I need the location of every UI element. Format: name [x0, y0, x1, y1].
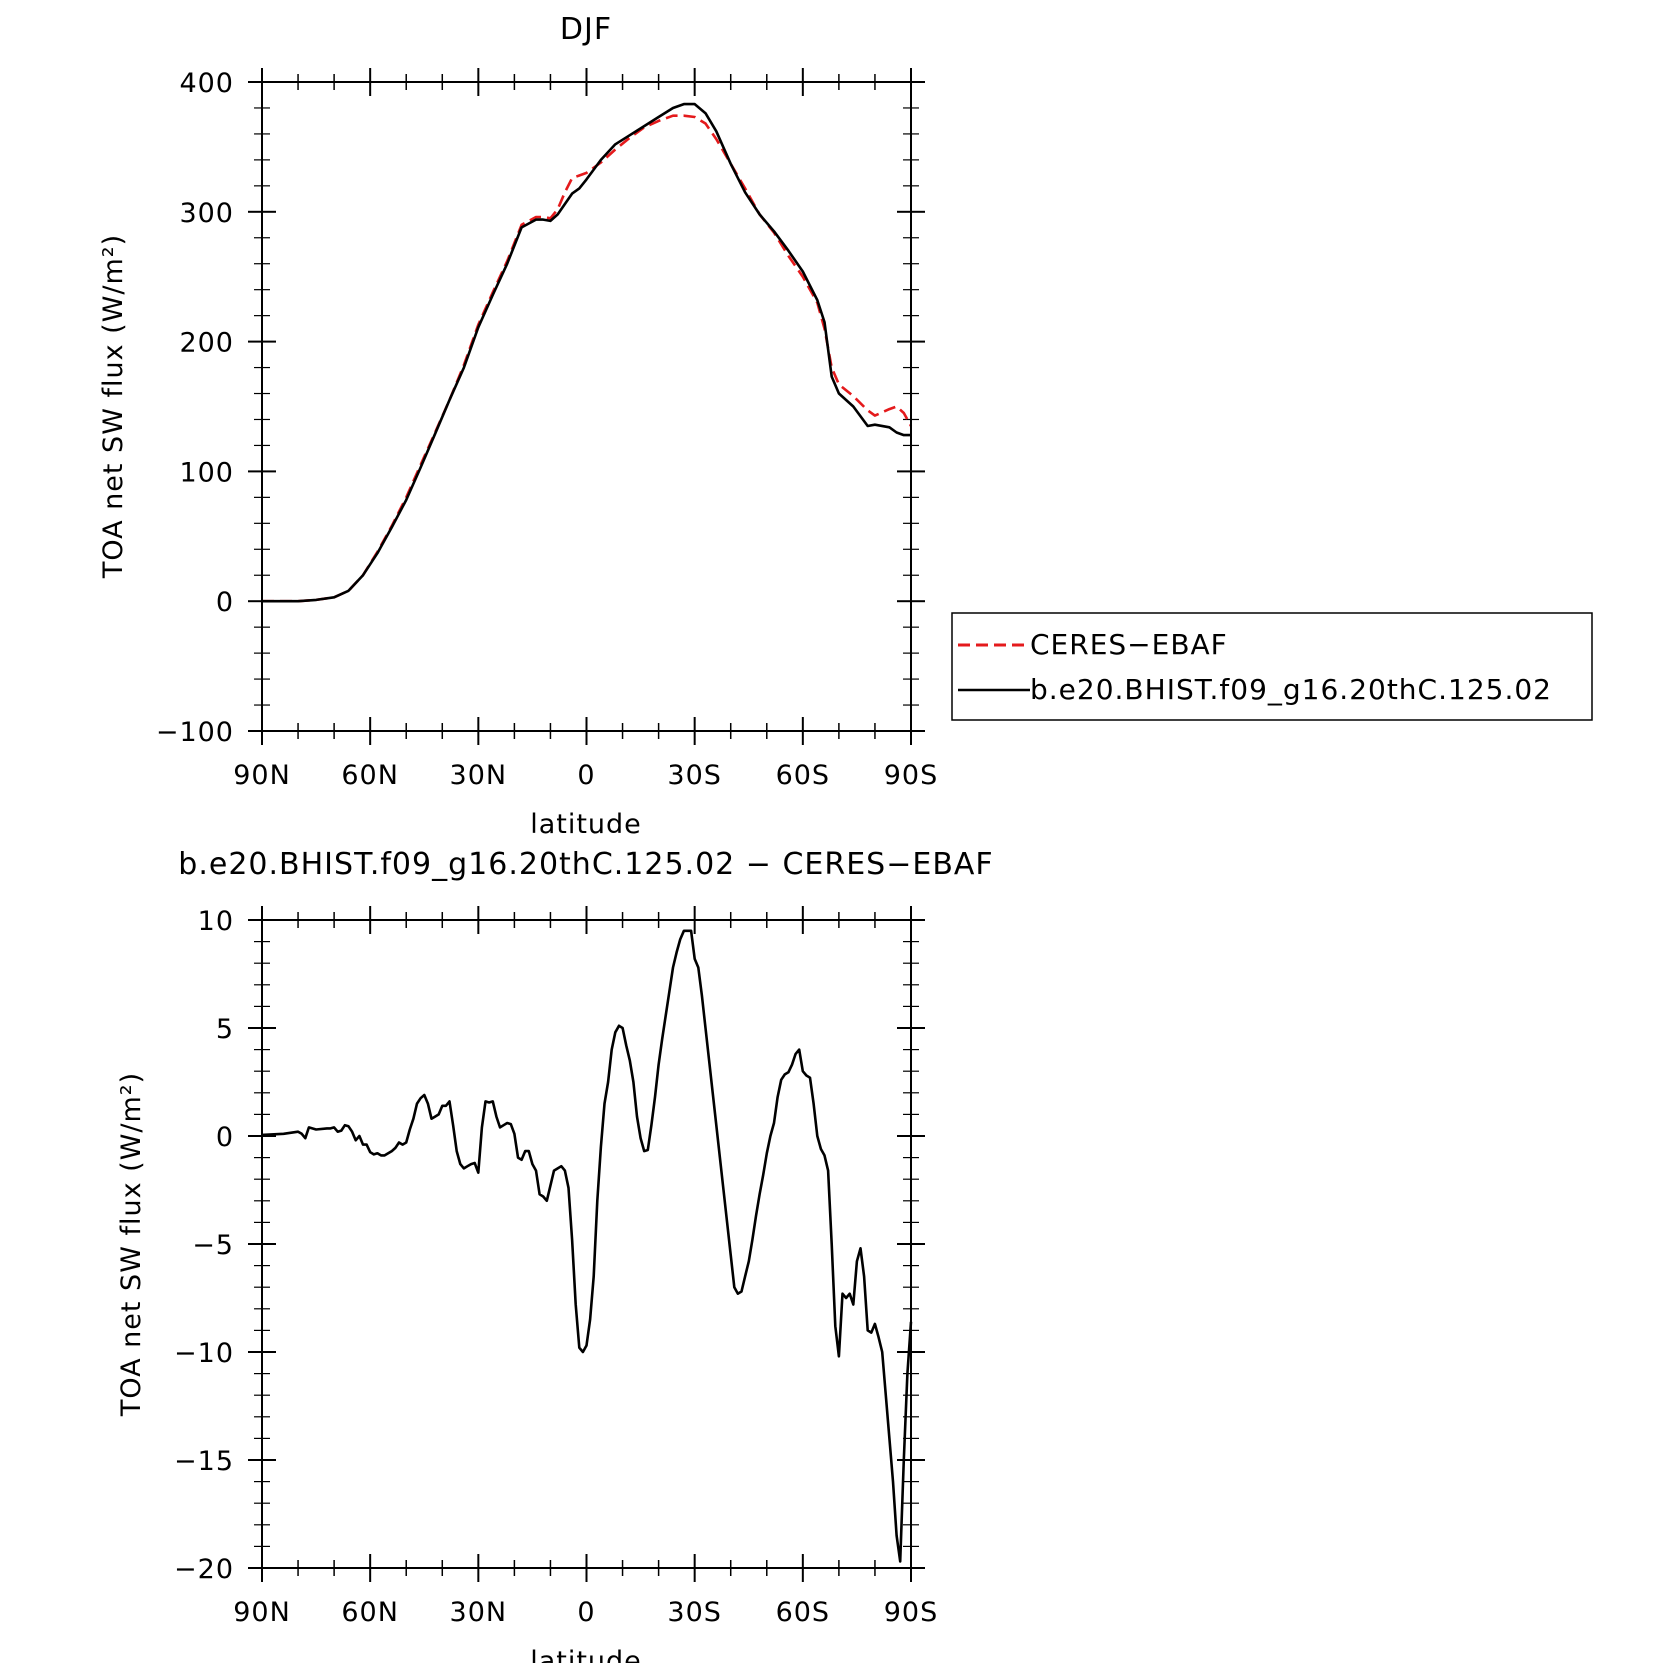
legend-ceres-label: CERES−EBAF: [1030, 628, 1228, 661]
top-x-tick-label: 60S: [776, 760, 831, 791]
top-x-tick-label: 30N: [450, 760, 508, 791]
bottom-y-tick-label: −5: [192, 1230, 234, 1261]
bottom-y-tick-label: 10: [198, 906, 234, 937]
top-y-axis-label: TOA net SW flux (W/m²): [98, 234, 129, 579]
top-x-tick-label: 30S: [667, 760, 722, 791]
bottom-panel: b.e20.BHIST.f09_g16.20thC.125.02 − CERES…: [116, 847, 993, 1663]
top-y-tick-label: 200: [179, 328, 234, 359]
top-series-line-ceres: [262, 114, 913, 603]
top-x-ticks: 90N 60N 30N 0 30S 60S 90S: [233, 68, 939, 791]
top-x-tick-label: 60N: [341, 760, 399, 791]
bottom-y-tick-label: 0: [216, 1122, 234, 1153]
top-plot-frame: [261, 81, 912, 732]
top-x-tick-label: 0: [577, 760, 595, 791]
bottom-x-tick-label: 90S: [884, 1597, 939, 1628]
legend-model-label: b.e20.BHIST.f09_g16.20thC.125.02: [1030, 673, 1552, 706]
bottom-x-ticks: 90N 60N 30N 0 30S 60S 90S: [233, 906, 939, 1628]
bottom-plot-frame: [261, 919, 912, 1569]
top-panel: DJF 90N 60N 30N 0 30S 60S 90S 400 300 200 100 0 −10…: [98, 12, 939, 840]
bottom-x-tick-label: 30S: [667, 1597, 722, 1628]
top-y-tick-label: 400: [179, 68, 234, 99]
top-x-tick-label: 90S: [884, 760, 939, 791]
top-y-tick-label: 0: [216, 587, 234, 618]
top-x-axis-label: latitude: [530, 809, 642, 840]
bottom-x-axis-label: latitude: [530, 1646, 642, 1663]
legend-box: [951, 612, 1593, 721]
legend: CERES−EBAF b.e20.BHIST.f09_g16.20thC.125…: [951, 612, 1593, 721]
top-y-tick-label: 300: [179, 198, 234, 229]
top-series-line-model: [262, 102, 911, 603]
bottom-y-ticks: 10 5 0 −5 −10 −15 −20: [174, 906, 925, 1585]
top-y-tick-label: 100: [179, 457, 234, 488]
top-y-ticks: 400 300 200 100 0 −100: [156, 68, 925, 748]
bottom-y-axis-label: TOA net SW flux (W/m²): [116, 1072, 147, 1417]
bottom-x-tick-label: 30N: [450, 1597, 508, 1628]
bottom-x-tick-label: 90N: [233, 1597, 291, 1628]
top-y-tick-label: −100: [156, 717, 234, 748]
bottom-x-tick-label: 60S: [776, 1597, 831, 1628]
bottom-x-tick-label: 0: [577, 1597, 595, 1628]
top-series: [262, 102, 913, 603]
bottom-y-tick-label: −20: [174, 1554, 234, 1585]
bottom-y-tick-label: 5: [216, 1014, 234, 1045]
bottom-y-tick-label: −15: [174, 1446, 234, 1477]
bottom-x-tick-label: 60N: [341, 1597, 399, 1628]
bottom-chart-title: b.e20.BHIST.f09_g16.20thC.125.02 − CERES…: [178, 847, 993, 882]
bottom-series: [261, 929, 913, 1563]
top-chart-title: DJF: [560, 12, 612, 47]
bottom-y-tick-label: −10: [174, 1338, 234, 1369]
bottom-series-line-model: [261, 929, 913, 1563]
top-x-tick-label: 90N: [233, 760, 291, 791]
